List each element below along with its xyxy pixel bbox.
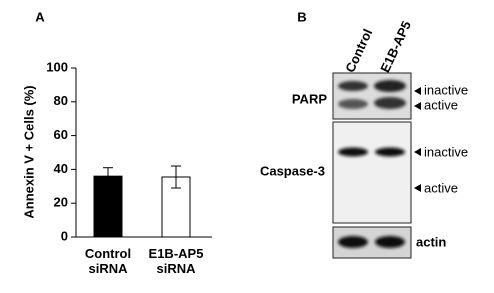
row-label: Caspase-3 bbox=[260, 163, 325, 178]
arrow bbox=[414, 102, 421, 110]
band-label: inactive bbox=[424, 82, 468, 97]
y-tick-label: 100 bbox=[46, 59, 68, 74]
blot bbox=[332, 72, 421, 259]
y-axis-label: Annexin V + Cells (%) bbox=[21, 85, 36, 218]
band-label: inactive bbox=[424, 144, 468, 159]
row-label: actin bbox=[416, 234, 446, 249]
arrow bbox=[414, 184, 421, 192]
y-tick-label: 60 bbox=[54, 127, 68, 142]
error-bar bbox=[171, 165, 181, 189]
band-label: active bbox=[424, 97, 458, 112]
band bbox=[375, 236, 405, 248]
arrow bbox=[414, 87, 421, 95]
band bbox=[338, 81, 368, 91]
band-label: active bbox=[424, 180, 458, 195]
arrow bbox=[414, 148, 421, 156]
panel-label: B bbox=[297, 9, 306, 24]
y-tick-label: 0 bbox=[61, 228, 68, 243]
y-tick-label: 40 bbox=[54, 161, 68, 176]
error-bar bbox=[103, 167, 113, 186]
band bbox=[338, 147, 368, 157]
band bbox=[338, 99, 368, 109]
bar bbox=[93, 175, 123, 238]
panel-label: A bbox=[35, 9, 45, 24]
x-tick-label: Control siRNA bbox=[84, 246, 132, 276]
band bbox=[375, 147, 405, 157]
band bbox=[374, 97, 406, 109]
row-label: PARP bbox=[292, 91, 327, 106]
y-tick-label: 80 bbox=[54, 93, 68, 108]
blot-box bbox=[332, 121, 412, 224]
blot-box bbox=[332, 72, 412, 120]
y-tick-label: 20 bbox=[54, 195, 68, 210]
x-tick-label: E1B-AP5 siRNA bbox=[148, 246, 204, 276]
lane-label: E1B-AP5 bbox=[377, 19, 414, 75]
band bbox=[338, 236, 368, 248]
lane-label: Control bbox=[342, 26, 375, 74]
band bbox=[374, 80, 406, 92]
